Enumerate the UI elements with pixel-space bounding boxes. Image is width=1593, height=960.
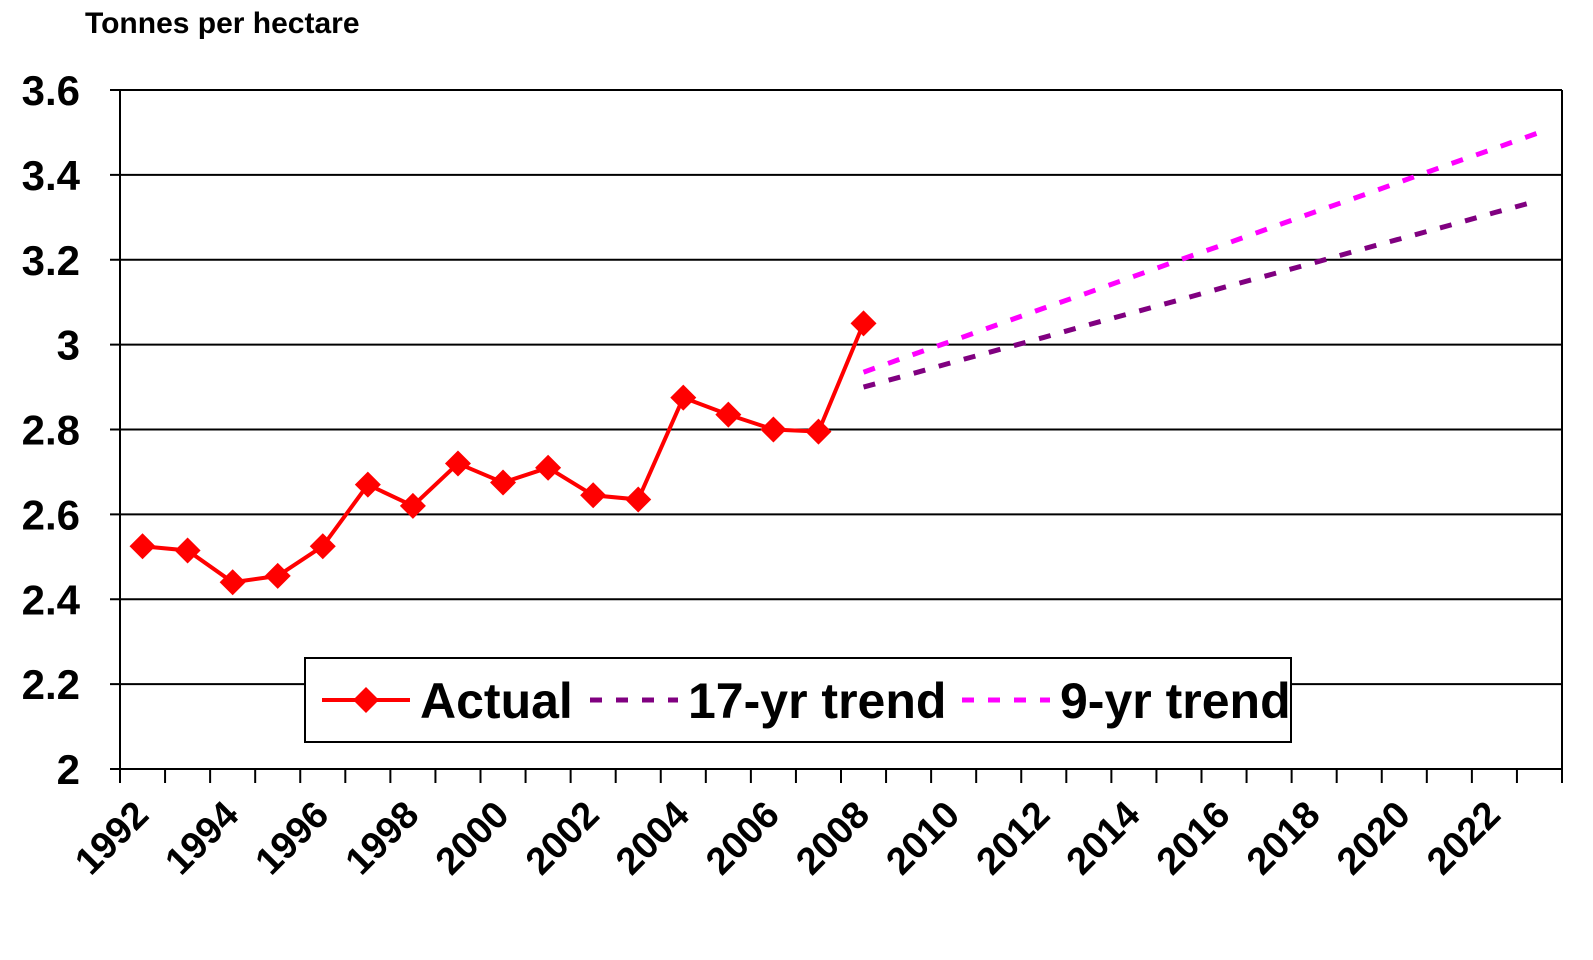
- marker: [264, 562, 291, 589]
- marker: [535, 454, 562, 481]
- x-tick-label: 2000: [428, 794, 517, 883]
- x-tick-label: 1992: [67, 794, 156, 883]
- y-tick-label: 3: [57, 322, 80, 369]
- y-tick-label: 2.8: [22, 407, 80, 454]
- legend-label: 9-yr trend: [1060, 673, 1291, 729]
- marker: [760, 416, 787, 443]
- marker: [219, 569, 246, 596]
- x-tick-label: 2018: [1239, 794, 1328, 883]
- x-tick-label: 2016: [1149, 794, 1238, 883]
- marker: [580, 482, 607, 509]
- x-tick-label: 1996: [248, 794, 337, 883]
- marker: [354, 471, 381, 498]
- x-tick-label: 2020: [1329, 794, 1418, 883]
- x-tick-label: 2004: [608, 794, 697, 883]
- series-line: [142, 322, 866, 585]
- y-tick-label: 2.2: [22, 661, 80, 708]
- marker: [444, 450, 471, 477]
- marker: [490, 469, 517, 496]
- x-tick-label: 2006: [698, 794, 787, 883]
- y-tick-label: 3.6: [22, 67, 80, 114]
- legend-marker: [353, 687, 379, 713]
- legend-label: 17-yr trend: [688, 673, 946, 729]
- marker: [309, 533, 336, 560]
- marker: [715, 401, 742, 428]
- y-tick-label: 2: [57, 746, 80, 793]
- x-tick-label: 2002: [518, 794, 607, 883]
- x-tick-label: 2014: [1059, 794, 1148, 883]
- marker: [670, 384, 697, 411]
- y-tick-label: 3.4: [22, 152, 81, 199]
- y-tick-label: 2.4: [22, 576, 81, 623]
- legend-box: [304, 657, 1292, 743]
- series-line: [862, 130, 1541, 375]
- marker: [625, 486, 652, 513]
- x-tick-label: 2010: [879, 794, 968, 883]
- marker: [129, 533, 156, 560]
- legend-label: Actual: [420, 673, 573, 729]
- x-tick-label: 1998: [338, 794, 427, 883]
- legend: Actual 17-yr trend 9-yr trend: [304, 657, 1292, 743]
- marker: [174, 537, 201, 564]
- marker: [850, 310, 877, 337]
- series-line: [862, 197, 1541, 390]
- x-tick-label: 1994: [158, 794, 247, 883]
- x-tick-label: 2022: [1419, 794, 1508, 883]
- y-tick-label: 2.6: [22, 491, 80, 538]
- y-tick-label: 3.2: [22, 237, 80, 284]
- y-axis-label: Tonnes per hectare: [85, 7, 360, 40]
- marker: [805, 418, 832, 445]
- x-tick-label: 2008: [788, 794, 877, 883]
- x-tick-label: 2012: [969, 794, 1058, 883]
- marker: [399, 492, 426, 519]
